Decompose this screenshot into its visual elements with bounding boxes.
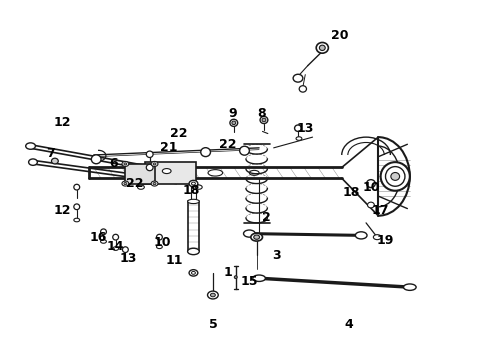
Ellipse shape (252, 275, 265, 282)
Ellipse shape (292, 74, 302, 82)
Ellipse shape (122, 161, 128, 166)
Ellipse shape (367, 202, 373, 208)
Text: 18: 18 (182, 184, 199, 197)
Ellipse shape (295, 137, 301, 140)
Ellipse shape (294, 125, 301, 131)
Ellipse shape (122, 181, 128, 186)
Ellipse shape (156, 234, 162, 240)
Text: 11: 11 (165, 254, 183, 267)
Text: 9: 9 (227, 107, 236, 120)
Ellipse shape (74, 184, 80, 190)
Text: 6: 6 (109, 157, 117, 170)
Ellipse shape (156, 245, 162, 249)
Text: 5: 5 (208, 318, 217, 331)
Ellipse shape (366, 180, 374, 188)
Ellipse shape (146, 164, 153, 171)
Ellipse shape (189, 270, 198, 276)
Ellipse shape (207, 291, 218, 299)
Text: 22: 22 (126, 177, 143, 190)
Text: 1: 1 (223, 266, 231, 279)
Text: 10: 10 (153, 236, 170, 249)
Text: 13: 13 (119, 252, 136, 265)
Ellipse shape (231, 121, 235, 125)
Text: 18: 18 (342, 186, 360, 199)
Ellipse shape (146, 151, 153, 157)
Bar (125, 164, 154, 184)
Ellipse shape (372, 235, 380, 240)
Ellipse shape (239, 146, 249, 155)
Ellipse shape (162, 168, 171, 174)
Ellipse shape (91, 155, 101, 164)
Ellipse shape (74, 218, 80, 222)
Ellipse shape (207, 170, 222, 176)
Text: 12: 12 (53, 116, 71, 129)
Text: 7: 7 (45, 147, 54, 160)
Bar (144, 162, 196, 184)
Ellipse shape (101, 240, 106, 243)
Ellipse shape (113, 247, 118, 250)
Ellipse shape (380, 162, 409, 191)
Text: 16: 16 (90, 231, 107, 244)
Text: 15: 15 (240, 275, 258, 288)
Text: 22: 22 (218, 138, 236, 151)
Ellipse shape (403, 284, 415, 291)
Ellipse shape (26, 143, 35, 149)
Text: 14: 14 (107, 240, 124, 253)
Text: 8: 8 (257, 107, 265, 120)
Ellipse shape (187, 248, 199, 255)
Ellipse shape (201, 148, 210, 157)
Ellipse shape (234, 276, 237, 279)
Ellipse shape (151, 161, 158, 166)
Text: 3: 3 (271, 248, 280, 261)
Ellipse shape (101, 229, 106, 235)
Ellipse shape (187, 199, 199, 203)
Text: 13: 13 (296, 122, 313, 135)
Text: 20: 20 (330, 29, 347, 42)
Text: 2: 2 (262, 211, 270, 224)
Ellipse shape (189, 180, 198, 187)
Ellipse shape (51, 158, 58, 164)
Text: 22: 22 (170, 127, 187, 140)
Ellipse shape (249, 170, 259, 175)
Ellipse shape (250, 233, 262, 241)
Ellipse shape (299, 86, 306, 92)
Ellipse shape (122, 247, 128, 252)
Ellipse shape (316, 42, 328, 53)
Text: 21: 21 (160, 141, 178, 154)
Ellipse shape (385, 167, 404, 186)
Ellipse shape (262, 118, 265, 122)
Ellipse shape (113, 234, 118, 240)
Ellipse shape (153, 163, 156, 165)
Ellipse shape (151, 181, 158, 186)
Text: 19: 19 (376, 234, 393, 247)
Ellipse shape (260, 116, 267, 123)
Ellipse shape (319, 45, 325, 50)
Ellipse shape (210, 293, 215, 297)
Ellipse shape (29, 159, 37, 165)
Text: 4: 4 (344, 318, 353, 331)
Ellipse shape (243, 230, 255, 237)
Ellipse shape (153, 183, 156, 185)
Ellipse shape (253, 235, 259, 239)
Ellipse shape (123, 163, 126, 165)
Ellipse shape (195, 185, 202, 189)
Text: 17: 17 (371, 204, 388, 217)
Text: 12: 12 (53, 204, 71, 217)
Ellipse shape (123, 183, 126, 185)
Ellipse shape (229, 119, 237, 126)
Ellipse shape (74, 204, 80, 210)
Text: 10: 10 (362, 181, 379, 194)
Ellipse shape (355, 232, 366, 239)
Ellipse shape (390, 172, 399, 180)
Ellipse shape (137, 185, 144, 189)
Ellipse shape (191, 271, 195, 274)
Ellipse shape (191, 182, 195, 185)
